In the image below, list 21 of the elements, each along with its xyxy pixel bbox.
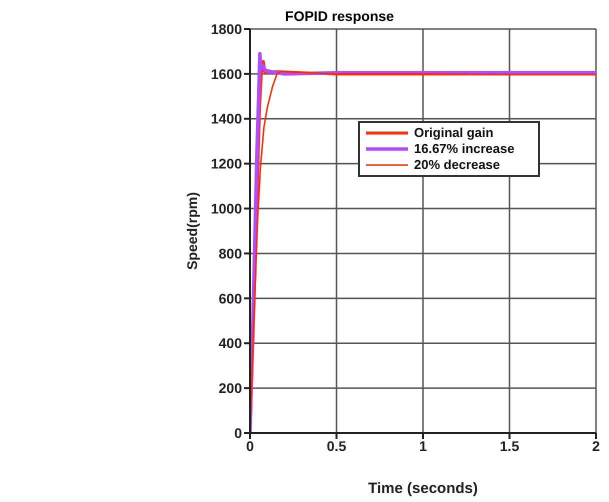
y-tick-label: 1800 xyxy=(210,20,242,37)
y-tick-label: 0 xyxy=(234,424,242,441)
x-tick-label: 2 xyxy=(592,438,600,454)
chart-title: FOPID response xyxy=(285,8,394,24)
x-tick-label: 1 xyxy=(419,438,428,454)
y-tick-label: 600 xyxy=(218,290,242,306)
y-tick-label: 1200 xyxy=(210,156,242,172)
x-tick-label: 0.5 xyxy=(326,438,346,454)
legend-label: 16.67% increase xyxy=(414,141,514,157)
y-tick-label: 1600 xyxy=(210,66,242,82)
x-tick-label: 0 xyxy=(246,438,254,454)
y-tick-label: 400 xyxy=(218,335,242,352)
x-axis-title: Time (seconds) xyxy=(368,480,478,497)
y-tick-label: 200 xyxy=(218,380,242,396)
x-tick-label: 1.5 xyxy=(500,438,520,454)
y-tick-label: 1400 xyxy=(210,110,242,127)
legend-label: 20% decrease xyxy=(414,157,500,173)
y-tick-label: 800 xyxy=(218,245,242,262)
y-tick-label: 1000 xyxy=(210,200,242,217)
legend-label: Original gain xyxy=(414,125,494,141)
y-axis-title: Speed(rpm) xyxy=(184,192,200,270)
